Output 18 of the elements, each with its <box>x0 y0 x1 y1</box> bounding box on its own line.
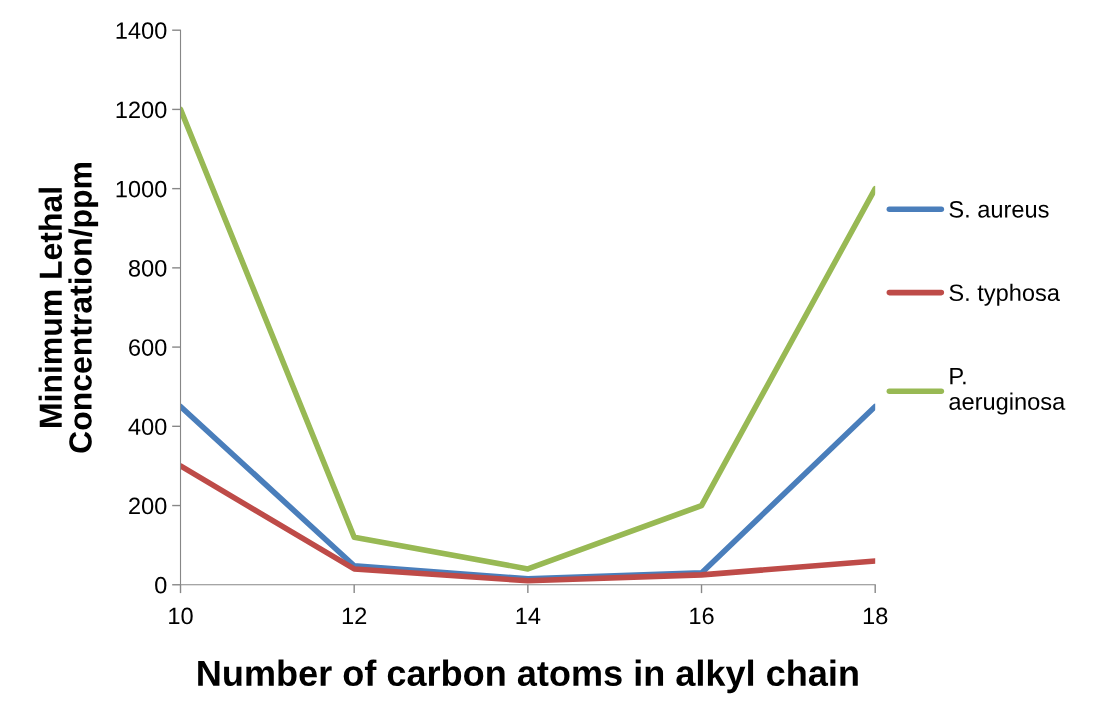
x-tick-label: 12 <box>342 607 367 625</box>
y-tick-label: 200 <box>129 497 167 515</box>
x-tick-label: 16 <box>690 607 714 625</box>
y-tick-label: 1200 <box>116 101 167 119</box>
x-tick-label: 14 <box>516 607 541 625</box>
legend-label: P. aeruginosa <box>949 368 1066 415</box>
y-tick-label: 0 <box>155 576 167 594</box>
y-tick-label: 800 <box>128 259 167 277</box>
x-tick-label: 10 <box>169 607 193 625</box>
legend-label: S. typhosa <box>949 283 1060 306</box>
legend-label: S. aureus <box>949 200 1049 218</box>
y-tick-label: 400 <box>128 418 167 436</box>
x-tick-label: 18 <box>863 607 888 625</box>
y-tick-label: 1000 <box>116 180 167 198</box>
x-axis-title: Number of carbon atoms in alkyl chain <box>198 659 858 694</box>
y-tick-label: 600 <box>129 339 167 356</box>
y-tick-label: 1400 <box>116 22 167 39</box>
y-axis-title: Minimum Lethal Concentration/ppm <box>38 163 99 453</box>
